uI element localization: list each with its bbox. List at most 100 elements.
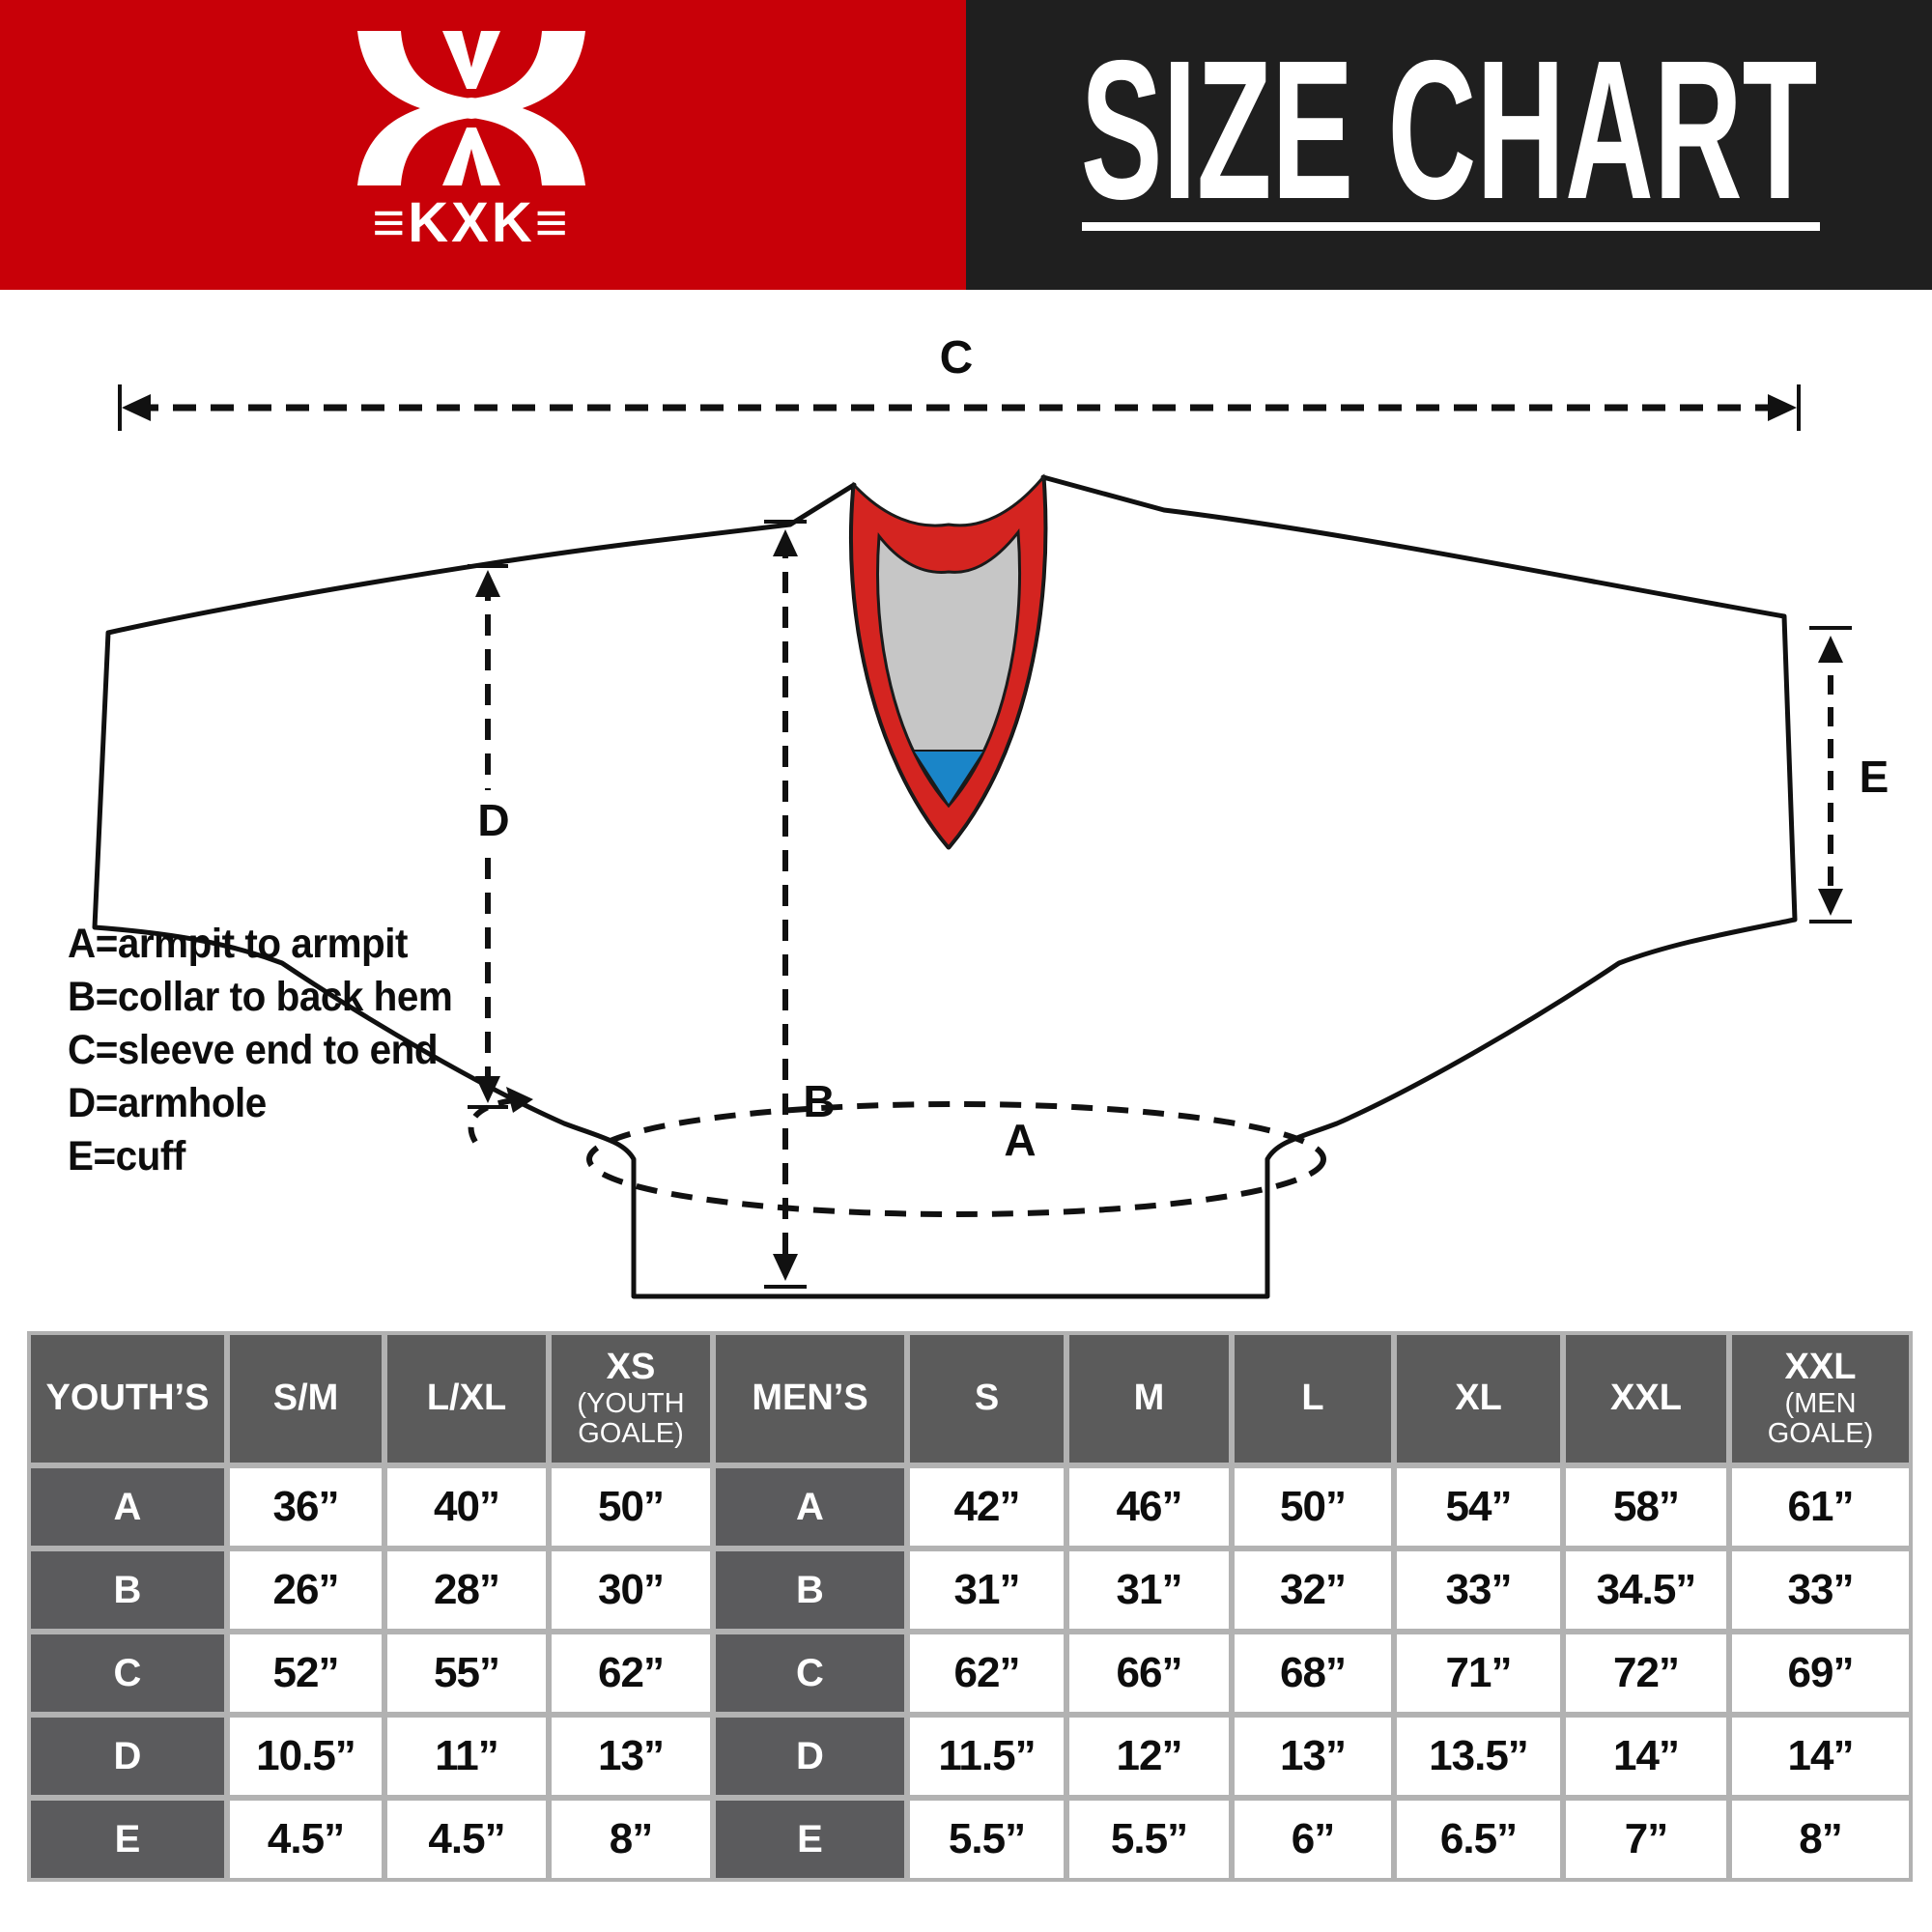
table-header-cell: L — [1235, 1335, 1391, 1463]
size-value-cell: 5.5” — [910, 1801, 1064, 1878]
size-value-cell: 69” — [1732, 1634, 1909, 1712]
size-value-cell: 62” — [552, 1634, 710, 1712]
label-d: D — [477, 795, 509, 845]
kxk-logo-text: ≡KXK≡ — [372, 191, 570, 254]
size-value-cell: 68” — [1235, 1634, 1391, 1712]
size-value-cell: 58” — [1566, 1468, 1726, 1546]
size-value-cell: 13.5” — [1397, 1718, 1560, 1795]
table-header-cell: L/XL — [387, 1335, 546, 1463]
table-header-cell: XXL — [1566, 1335, 1726, 1463]
size-value-cell: 11.5” — [910, 1718, 1064, 1795]
row-label-cell: B — [31, 1551, 224, 1629]
size-value-cell: 12” — [1069, 1718, 1229, 1795]
measure-e — [1809, 626, 1852, 923]
header-banner: ≡KXK≡ SIZE CHART — [0, 0, 1932, 290]
row-label-cell: A — [716, 1468, 904, 1546]
size-value-cell: 61” — [1732, 1468, 1909, 1546]
label-a: A — [1004, 1115, 1036, 1165]
legend-line: D=armhole — [68, 1080, 267, 1126]
size-table: YOUTH’S S/M L/XL XS (YOUTH GOALE) MEN’S S M L XL X… — [27, 1331, 1913, 1882]
size-value-cell: 40” — [387, 1468, 546, 1546]
size-value-cell: 5.5” — [1069, 1801, 1229, 1878]
size-value-cell: 71” — [1397, 1634, 1560, 1712]
size-value-cell: 46” — [1069, 1468, 1229, 1546]
measurement-legend: A=armpit to armpit B=collar to back hem C=… — [68, 918, 453, 1183]
size-value-cell: 13” — [552, 1718, 710, 1795]
header-label: YOUTH’S — [45, 1378, 210, 1419]
table-header-cell: S — [910, 1335, 1064, 1463]
size-value-cell: 11” — [387, 1718, 546, 1795]
size-value-cell: 13” — [1235, 1718, 1391, 1795]
title-block: SIZE CHART — [1081, 20, 1820, 241]
size-value-cell: 31” — [1069, 1551, 1229, 1629]
size-value-cell: 10.5” — [230, 1718, 382, 1795]
header-label: S — [974, 1378, 1000, 1419]
size-value-cell: 31” — [910, 1551, 1064, 1629]
size-value-cell: 14” — [1566, 1718, 1726, 1795]
size-value-cell: 30” — [552, 1551, 710, 1629]
label-b: B — [803, 1076, 835, 1126]
collar-insert — [911, 750, 986, 808]
header-label: MEN’S — [752, 1378, 868, 1419]
row-label-cell: E — [716, 1801, 904, 1878]
row-label-cell: E — [31, 1801, 224, 1878]
header-sub-label: (MEN GOALE) — [1767, 1387, 1874, 1449]
size-value-cell: 6.5” — [1397, 1801, 1560, 1878]
header-sub-label: (YOUTH GOALE) — [577, 1387, 685, 1449]
legend-line: E=cuff — [68, 1133, 185, 1179]
row-label-cell: D — [31, 1718, 224, 1795]
size-value-cell: 14” — [1732, 1718, 1909, 1795]
header-label: XS — [606, 1346, 656, 1387]
size-value-cell: 52” — [230, 1634, 382, 1712]
measure-b — [764, 520, 807, 1289]
table-header-cell: XS (YOUTH GOALE) — [552, 1335, 710, 1463]
table-header-cell: M — [1069, 1335, 1229, 1463]
size-value-cell: 7” — [1566, 1801, 1726, 1878]
table-header-cell: MEN’S — [716, 1335, 904, 1463]
size-value-cell: 42” — [910, 1468, 1064, 1546]
header-label: L — [1301, 1378, 1324, 1419]
table-header-cell: YOUTH’S — [31, 1335, 224, 1463]
row-label-cell: C — [716, 1634, 904, 1712]
jersey-diagram: C D B — [0, 290, 1932, 1333]
table-header-cell: S/M — [230, 1335, 382, 1463]
size-value-cell: 28” — [387, 1551, 546, 1629]
header-label: XXL — [1784, 1346, 1857, 1387]
row-label-cell: B — [716, 1551, 904, 1629]
kxk-logo: ≡KXK≡ — [357, 31, 585, 254]
size-value-cell: 33” — [1732, 1551, 1909, 1629]
page-title: SIZE CHART — [1081, 20, 1818, 241]
size-value-cell: 54” — [1397, 1468, 1560, 1546]
row-label-cell: A — [31, 1468, 224, 1546]
table-header-cell: XL — [1397, 1335, 1560, 1463]
title-banner: SIZE CHART — [966, 0, 1932, 290]
header-label: XXL — [1610, 1378, 1682, 1419]
size-value-cell: 6” — [1235, 1801, 1391, 1878]
legend-line: C=sleeve end to end — [68, 1027, 439, 1073]
measure-c — [118, 384, 1801, 431]
measure-a — [468, 1087, 1326, 1217]
jersey-drawing: C D B — [92, 332, 1889, 1299]
legend-line: A=armpit to armpit — [68, 921, 409, 967]
size-value-cell: 33” — [1397, 1551, 1560, 1629]
row-label-cell: C — [31, 1634, 224, 1712]
size-value-cell: 50” — [552, 1468, 710, 1546]
header-label: L/XL — [426, 1378, 507, 1419]
size-value-cell: 34.5” — [1566, 1551, 1726, 1629]
collar-inner — [876, 528, 1021, 809]
label-c: C — [940, 332, 974, 384]
size-value-cell: 32” — [1235, 1551, 1391, 1629]
size-value-cell: 36” — [230, 1468, 382, 1546]
header-label: M — [1133, 1378, 1165, 1419]
title-underline — [1082, 222, 1820, 231]
label-a-backing — [993, 1113, 1047, 1165]
size-value-cell: 50” — [1235, 1468, 1391, 1546]
label-e: E — [1860, 752, 1889, 802]
size-value-cell: 62” — [910, 1634, 1064, 1712]
table-header-cell: XXL (MEN GOALE) — [1732, 1335, 1909, 1463]
label-d-backing — [468, 790, 522, 846]
size-value-cell: 4.5” — [230, 1801, 382, 1878]
size-value-cell: 66” — [1069, 1634, 1229, 1712]
size-value-cell: 72” — [1566, 1634, 1726, 1712]
